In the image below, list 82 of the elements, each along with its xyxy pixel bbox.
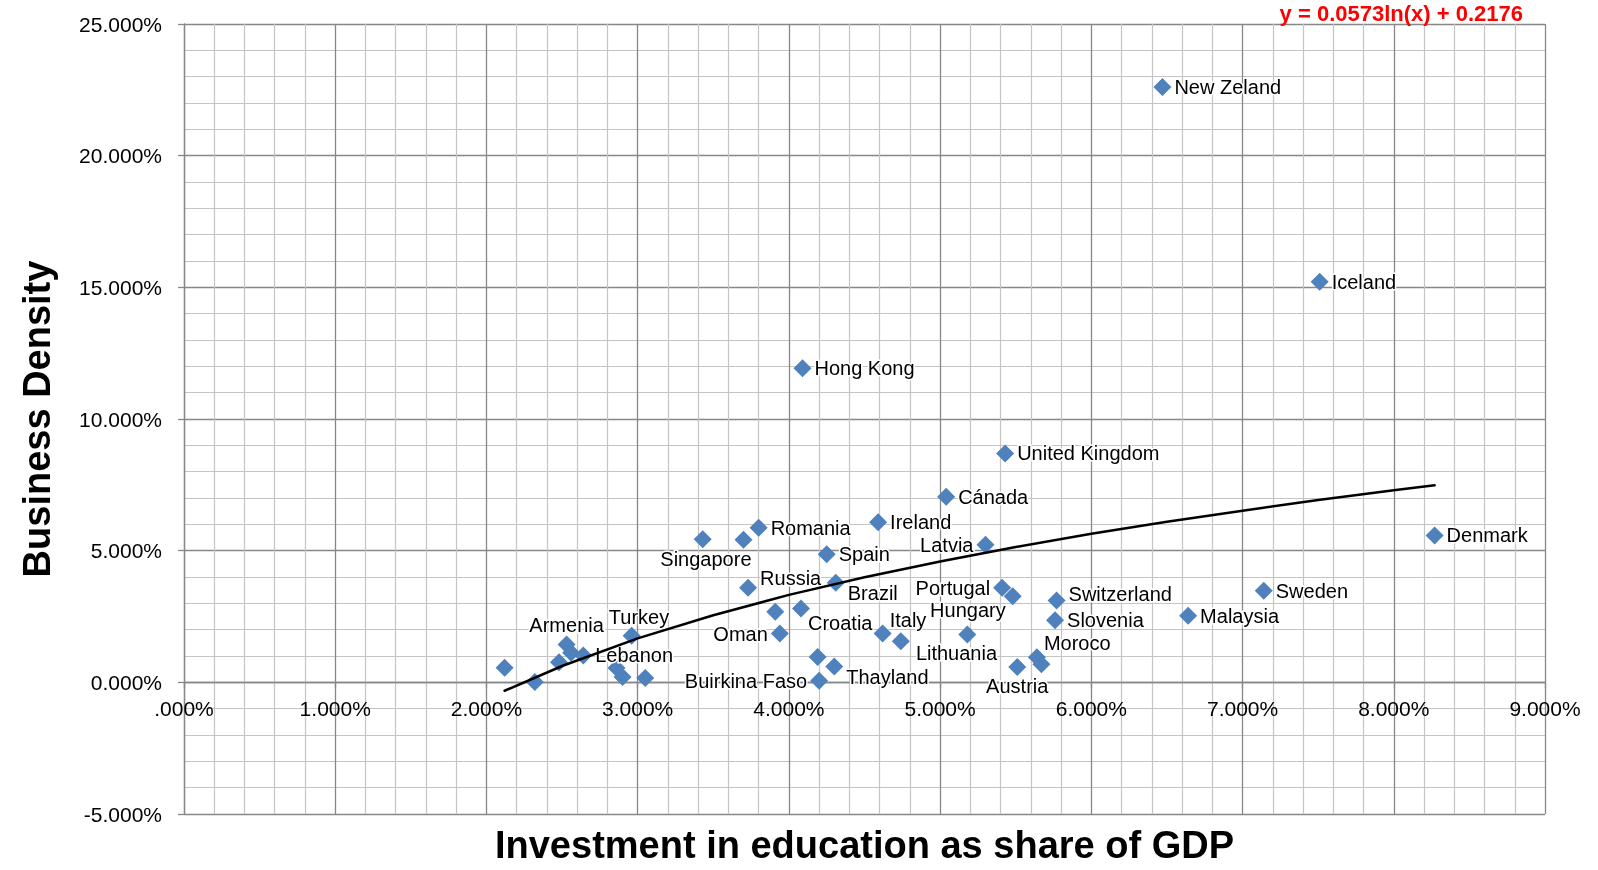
annotation: y = 0.0573ln(x) + 0.2176 (1279, 0, 1524, 26)
point (1046, 611, 1065, 630)
point (636, 669, 655, 688)
point (770, 624, 789, 643)
data-label: New Zeland (1174, 75, 1282, 98)
data-label: Portugal (915, 576, 991, 599)
data-label: Italy (889, 608, 927, 631)
data-label: Spain (838, 543, 890, 566)
point (869, 513, 888, 532)
data-label: Switzerland (1068, 583, 1172, 606)
data-label: Slovenia (1067, 609, 1145, 632)
data-label: Moroco (1043, 632, 1111, 655)
point (817, 545, 836, 564)
data-label: Singapore (660, 547, 752, 570)
point (1254, 581, 1273, 600)
data-label: Turkey (608, 605, 670, 628)
data-label: Denmark (1446, 524, 1529, 547)
point (495, 658, 514, 677)
point (613, 668, 632, 687)
data-label: United Kingdom (1017, 442, 1160, 465)
point (1153, 77, 1172, 96)
x-tick-label: 9.000% (1509, 697, 1581, 721)
point (1310, 272, 1329, 291)
point (976, 535, 995, 554)
point (1179, 606, 1198, 625)
data-label: Sweden (1275, 579, 1349, 602)
x-tick-label: 2.000% (450, 697, 523, 721)
y-tick-label: 10.000% (79, 407, 162, 431)
x-tick-label: 1.000% (299, 697, 371, 721)
x-tick-label: 8.000% (1358, 697, 1430, 721)
data-label: Lebanon (595, 644, 674, 667)
point (958, 625, 977, 644)
point (996, 444, 1015, 463)
point (1425, 526, 1444, 545)
data-label: Hong Kong (814, 357, 915, 380)
y-tick-label: 20.000% (79, 144, 162, 168)
data-label: Thayland (846, 665, 929, 688)
data-label: Malaysia (1200, 604, 1280, 627)
point (810, 671, 829, 690)
point (825, 657, 844, 676)
point (808, 648, 827, 667)
data-label: Latvia (920, 533, 975, 556)
data-label: Cánada (958, 485, 1030, 508)
data-label: Hungary (930, 599, 1006, 622)
data-label: Oman (713, 622, 768, 645)
point (791, 599, 810, 618)
point (749, 518, 768, 537)
point (693, 530, 712, 549)
data-label: Buirkina Faso (684, 669, 808, 692)
data-label: Austria (986, 675, 1050, 698)
data-label: Lithuania (915, 642, 998, 665)
point (937, 487, 956, 506)
point (766, 602, 785, 621)
point (734, 530, 753, 549)
y-axis-title: Business Density (16, 260, 58, 578)
y-tick-label: 5.000% (90, 539, 162, 563)
x-tick-label: 4.000% (753, 697, 825, 721)
x-tick-label: 6.000% (1055, 697, 1127, 721)
x-tick-label: 5.000% (904, 697, 976, 721)
point (891, 632, 910, 651)
point (873, 624, 892, 643)
data-label: Ireland (890, 511, 952, 534)
data-label: Croatia (807, 611, 874, 634)
point (1047, 591, 1066, 610)
data-label: Armenia (529, 614, 605, 637)
x-tick-label: 7.000% (1206, 697, 1279, 721)
point (1008, 658, 1027, 677)
x-tick-label: 3.000% (602, 697, 674, 721)
point (739, 578, 758, 597)
y-tick-label: 15.000% (79, 275, 162, 299)
point (993, 578, 1012, 597)
line-series (503, 484, 1436, 693)
data-label: Romania (770, 516, 852, 539)
x-axis-title: Investment in education as share of GDP (494, 824, 1235, 866)
y-tick-label: 0.000% (90, 670, 162, 694)
data-label: Iceland (1331, 270, 1397, 293)
x-tick-label: .000% (154, 697, 214, 721)
data-label: Brazil (847, 581, 898, 604)
y-tick-label: 25.000% (79, 12, 162, 36)
data-label: Russia (760, 566, 823, 589)
y-tick-label: -5.000% (83, 802, 162, 826)
point (793, 359, 812, 378)
